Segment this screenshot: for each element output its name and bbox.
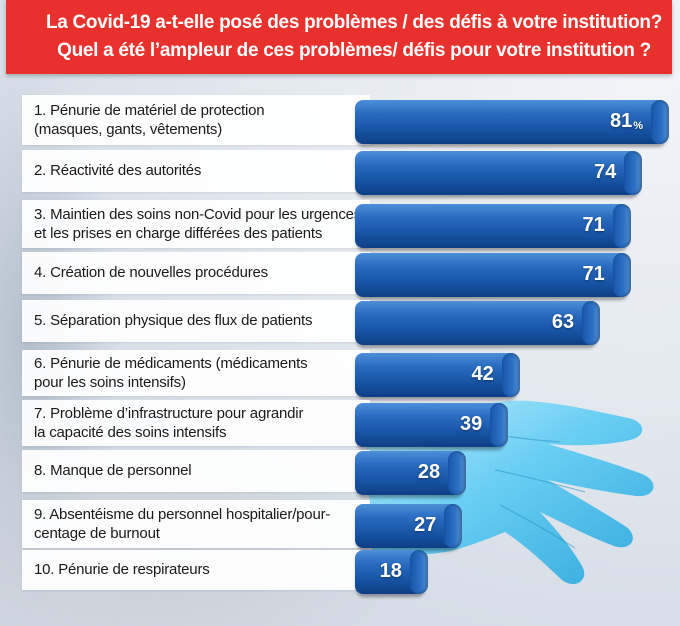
row-label-line: 6. Pénurie de médicaments (médicaments [34, 355, 308, 372]
bar-value-number: 71 [582, 214, 605, 236]
bar-end-cap [612, 204, 631, 248]
bar-value-number: 18 [379, 560, 402, 582]
bar: 42 [355, 353, 520, 397]
bar: 39 [355, 403, 509, 447]
row-label-line: 10. Pénurie de respirateurs [34, 561, 210, 578]
row-label-box: 1. Pénurie de matériel de protection (mas… [22, 95, 370, 145]
bar: 28 [355, 451, 467, 495]
bar-value-number: 42 [471, 363, 494, 385]
bar-value-number: 27 [414, 514, 437, 536]
bar: 71 [355, 253, 631, 297]
row-label-box: 10. Pénurie de respirateurs [22, 550, 370, 590]
bar-value-number: 81 [609, 110, 633, 132]
header-question-1: La Covid-19 a-t-elle posé des problèmes … [45, 12, 663, 33]
row-label-line: 5. Séparation physique des flux de patie… [34, 312, 313, 329]
bar-value-number: 74 [593, 161, 617, 183]
bar: 71 [355, 204, 631, 248]
bar: 81% [355, 100, 669, 144]
row-label-line: (masques, gants, vêtements) [34, 121, 223, 138]
bar-end-cap [501, 353, 520, 397]
bar-value-label: 71 [582, 214, 604, 237]
bar: 27 [355, 504, 463, 548]
bar-value-label: 74 [594, 161, 616, 184]
row-label-line: centage de burnout [34, 525, 160, 542]
bar-value-label: 42 [471, 363, 493, 386]
bar-value-label: 27 [414, 514, 436, 537]
row-label-line: pour les soins intensifs) [34, 374, 186, 391]
row-label-line: 9. Absentéisme du personnel hospitalier/… [34, 506, 331, 523]
bar-end-cap [651, 100, 669, 144]
row-label-box: 4. Création de nouvelles procédures [22, 252, 370, 294]
row-label-box: 9. Absentéisme du personnel hospitalier/… [22, 500, 370, 548]
bar-value-label: 81% [610, 110, 643, 133]
header-question-2: Quel a été l’ampleur de ces problèmes/ d… [57, 40, 651, 61]
bar-value-label: 71 [582, 263, 604, 286]
bar-end-cap [624, 151, 643, 195]
bar-value-label: 63 [552, 311, 574, 334]
row-label: 7. Problème d’infrastructure pour agrand… [34, 404, 364, 442]
row-label-line: et les prises en charge différées des pa… [34, 225, 323, 242]
row-label-box: 5. Séparation physique des flux de patie… [22, 300, 370, 342]
row-label-box: 6. Pénurie de médicaments (médicaments po… [22, 350, 370, 396]
bar-value-number: 28 [417, 461, 441, 483]
bar-value-label: 39 [460, 413, 482, 436]
bar-end-cap [612, 253, 631, 297]
row-label-line: 7. Problème d’infrastructure pour agrand… [34, 405, 304, 422]
row-label-line: 4. Création de nouvelles procédures [34, 264, 268, 281]
row-label: 4. Création de nouvelles procédures [34, 263, 364, 282]
bar: 18 [355, 550, 428, 594]
bar-end-cap [409, 550, 428, 594]
bar: 63 [355, 301, 601, 345]
bar-end-cap [582, 301, 601, 345]
row-label-box: 2. Réactivité des autorités [22, 150, 370, 192]
row-label-line: 3. Maintien des soins non-Covid pour les… [34, 206, 362, 223]
bar: 74 [355, 151, 643, 195]
row-label-line: la capacité des soins intensifs [34, 424, 227, 441]
row-label-line: 8. Manque de personnel [34, 462, 192, 479]
bar-value-number: 39 [460, 413, 483, 435]
bar-value-number: 63 [551, 311, 575, 333]
row-label: 6. Pénurie de médicaments (médicaments po… [34, 354, 364, 392]
bar-value-unit: % [633, 120, 643, 132]
bar-value-label: 28 [418, 461, 440, 484]
row-label: 5. Séparation physique des flux de patie… [34, 311, 364, 330]
row-label-line: 1. Pénurie de matériel de protection [34, 102, 265, 119]
row-label-box: 7. Problème d’infrastructure pour agrand… [22, 400, 370, 446]
row-label: 8. Manque de personnel [34, 461, 364, 480]
bar-value-number: 71 [582, 263, 605, 285]
row-label: 2. Réactivité des autorités [34, 161, 364, 180]
row-label: 10. Pénurie de respirateurs [34, 560, 364, 579]
bar-value-label: 18 [380, 560, 402, 583]
bar-end-cap [490, 403, 509, 447]
row-label: 3. Maintien des soins non-Covid pour les… [34, 205, 364, 243]
row-label-line: 2. Réactivité des autorités [34, 162, 202, 179]
row-label: 9. Absentéisme du personnel hospitalier/… [34, 505, 364, 543]
row-label-box: 8. Manque de personnel [22, 450, 370, 492]
row-label-box: 3. Maintien des soins non-Covid pour les… [22, 200, 370, 248]
bar-end-cap [448, 451, 467, 495]
row-label: 1. Pénurie de matériel de protection (mas… [34, 101, 364, 139]
question-header: La Covid-19 a-t-elle posé des problèmes … [6, 0, 672, 74]
bar-end-cap [444, 504, 463, 548]
